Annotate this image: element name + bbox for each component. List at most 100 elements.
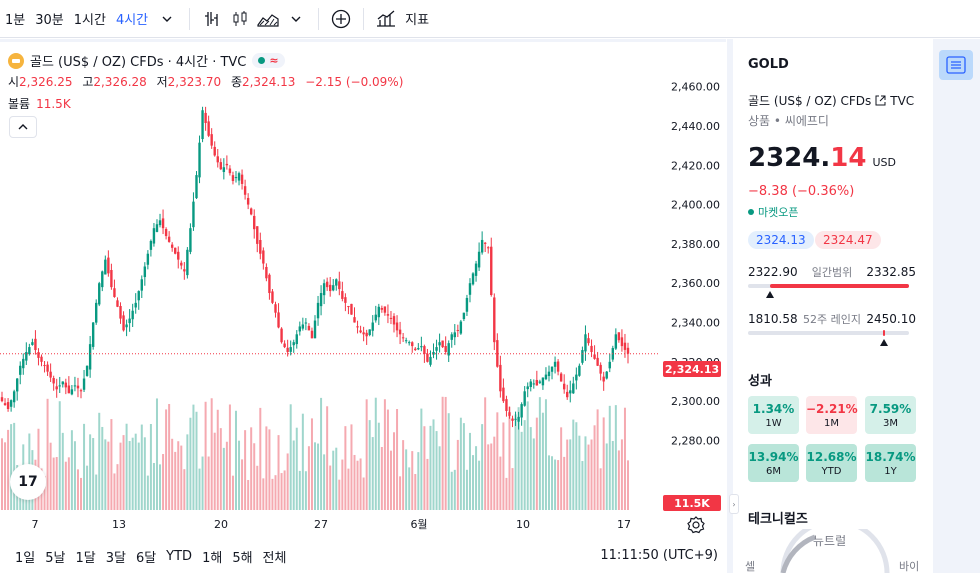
volume-bar — [289, 404, 292, 510]
chart-settings-icon[interactable] — [686, 515, 706, 535]
volume-bar — [171, 438, 174, 510]
volume-bar — [165, 409, 168, 510]
watchlist-icon[interactable] — [939, 50, 973, 80]
candle-body — [459, 321, 463, 334]
chevron-down-icon[interactable] — [282, 5, 310, 33]
indicators-icon[interactable] — [372, 5, 400, 33]
range-3m[interactable]: 3달 — [105, 551, 126, 566]
perf-label: 1W — [765, 417, 782, 429]
range-1d[interactable]: 1일 — [15, 551, 36, 566]
volume-bar — [198, 468, 201, 510]
candle-body — [40, 356, 43, 362]
volume-bar — [125, 423, 128, 510]
toolbar-divider — [318, 7, 320, 30]
candle-body — [283, 343, 286, 348]
indicators-button[interactable]: 지표 — [405, 13, 430, 28]
candle-body — [438, 342, 441, 346]
volume-bar — [107, 441, 110, 510]
symbol-subtype: 씨에프디 — [784, 114, 829, 128]
interval-1h[interactable]: 1시간 — [73, 13, 106, 28]
interval-4h[interactable]: 4시간 — [115, 13, 149, 28]
candle-body — [450, 334, 453, 340]
candles-icon[interactable] — [226, 5, 254, 33]
chevron-right-icon[interactable]: › — [729, 494, 739, 514]
volume-bar — [411, 451, 414, 510]
candle-body — [444, 346, 447, 352]
volume-bar — [432, 419, 435, 510]
volume-bar — [201, 456, 204, 510]
gauge-neutral-label: 뉴트럴 — [813, 534, 847, 548]
volume-bar — [143, 437, 146, 510]
volume-bar — [386, 409, 389, 510]
tradingview-logo-icon[interactable]: 17 — [10, 464, 46, 500]
toolbar-divider — [189, 7, 191, 30]
week52-range-label: 52주 레인지 — [803, 313, 861, 326]
price-currency: USD — [872, 156, 896, 169]
candle-body — [368, 329, 371, 335]
candle-body — [322, 283, 326, 296]
candle-body — [386, 314, 390, 316]
volume-bar — [323, 454, 326, 510]
perf-card-6m[interactable]: 13.94% 6M — [748, 444, 799, 482]
candle-body — [79, 390, 83, 392]
perf-card-1w[interactable]: 1.34% 1W — [748, 396, 799, 434]
volume-bar — [380, 447, 383, 510]
clock[interactable]: 11:11:50 (UTC+9) — [600, 548, 718, 563]
volume-bar — [371, 437, 374, 510]
range-all[interactable]: 전체 — [262, 551, 287, 566]
volume-bar — [131, 437, 134, 510]
candle-body — [231, 175, 235, 181]
volume-bar — [49, 442, 52, 510]
candlestick-chart[interactable]: 2,460.00 2,440.00 2,420.00 2,400.00 2,380.00… — [0, 42, 726, 537]
chart-pane[interactable]: 2,460.00 2,440.00 2,420.00 2,400.00 2,380.00… — [0, 39, 726, 534]
perf-card-1m[interactable]: −2.21% 1M — [806, 396, 858, 434]
candle-body — [46, 364, 49, 372]
range-5d[interactable]: 5날 — [45, 551, 66, 566]
range-1m[interactable]: 1달 — [75, 551, 96, 566]
candle-body — [91, 322, 95, 347]
collapse-legend-button[interactable] — [9, 116, 37, 138]
symbol-name[interactable]: 골드 (US$ / OZ) CFDs — [748, 94, 872, 108]
perf-card-1y[interactable]: 18.74% 1Y — [865, 444, 916, 482]
candle-body — [626, 347, 630, 354]
range-6m[interactable]: 6달 — [135, 551, 157, 566]
bar-chart-icon[interactable] — [198, 5, 226, 33]
area-chart-icon[interactable] — [254, 5, 282, 33]
legend-title[interactable]: 골드 (US$ / OZ) CFDs · 4시간 · TVC — [30, 55, 247, 70]
volume-bar — [377, 422, 380, 510]
week52-high: 2450.10 — [866, 312, 916, 326]
volume-bar — [456, 439, 459, 510]
candle-body — [584, 334, 587, 352]
market-status-label: 마켓오픈 — [758, 206, 799, 219]
perf-label: YTD — [821, 465, 842, 477]
candle-body — [490, 246, 493, 295]
candle-body — [256, 226, 259, 244]
interval-1m[interactable]: 1분 — [5, 13, 26, 28]
candle-body — [28, 347, 31, 355]
candle-body — [246, 197, 250, 205]
range-1y[interactable]: 1해 — [202, 551, 223, 566]
chevron-down-icon[interactable] — [153, 5, 181, 33]
status-pill[interactable]: ≈ — [252, 53, 285, 68]
external-link-icon[interactable] — [875, 95, 886, 106]
add-symbol-icon[interactable] — [327, 5, 355, 33]
change-value: −2.15 (−0.09%) — [305, 75, 404, 89]
volume-bar — [295, 427, 298, 510]
candle-body — [167, 236, 171, 242]
range-ytd[interactable]: YTD — [166, 549, 193, 564]
interval-30m[interactable]: 30분 — [35, 13, 64, 28]
volume-bar — [365, 399, 368, 510]
volume-bar — [86, 465, 89, 510]
perf-card-3m[interactable]: 7.59% 3M — [865, 396, 916, 434]
candle-body — [174, 247, 177, 254]
volume-bar — [228, 404, 231, 510]
panel-splitter[interactable] — [727, 39, 733, 573]
candle-body — [566, 391, 569, 398]
volume-bar — [447, 413, 450, 510]
volume-bar — [444, 396, 447, 510]
perf-card-ytd[interactable]: 12.68% YTD — [806, 444, 857, 482]
candle-body — [474, 263, 478, 276]
volume-bar — [383, 399, 386, 510]
range-5y[interactable]: 5해 — [232, 551, 253, 566]
delayed-data-icon: ≈ — [269, 54, 279, 67]
